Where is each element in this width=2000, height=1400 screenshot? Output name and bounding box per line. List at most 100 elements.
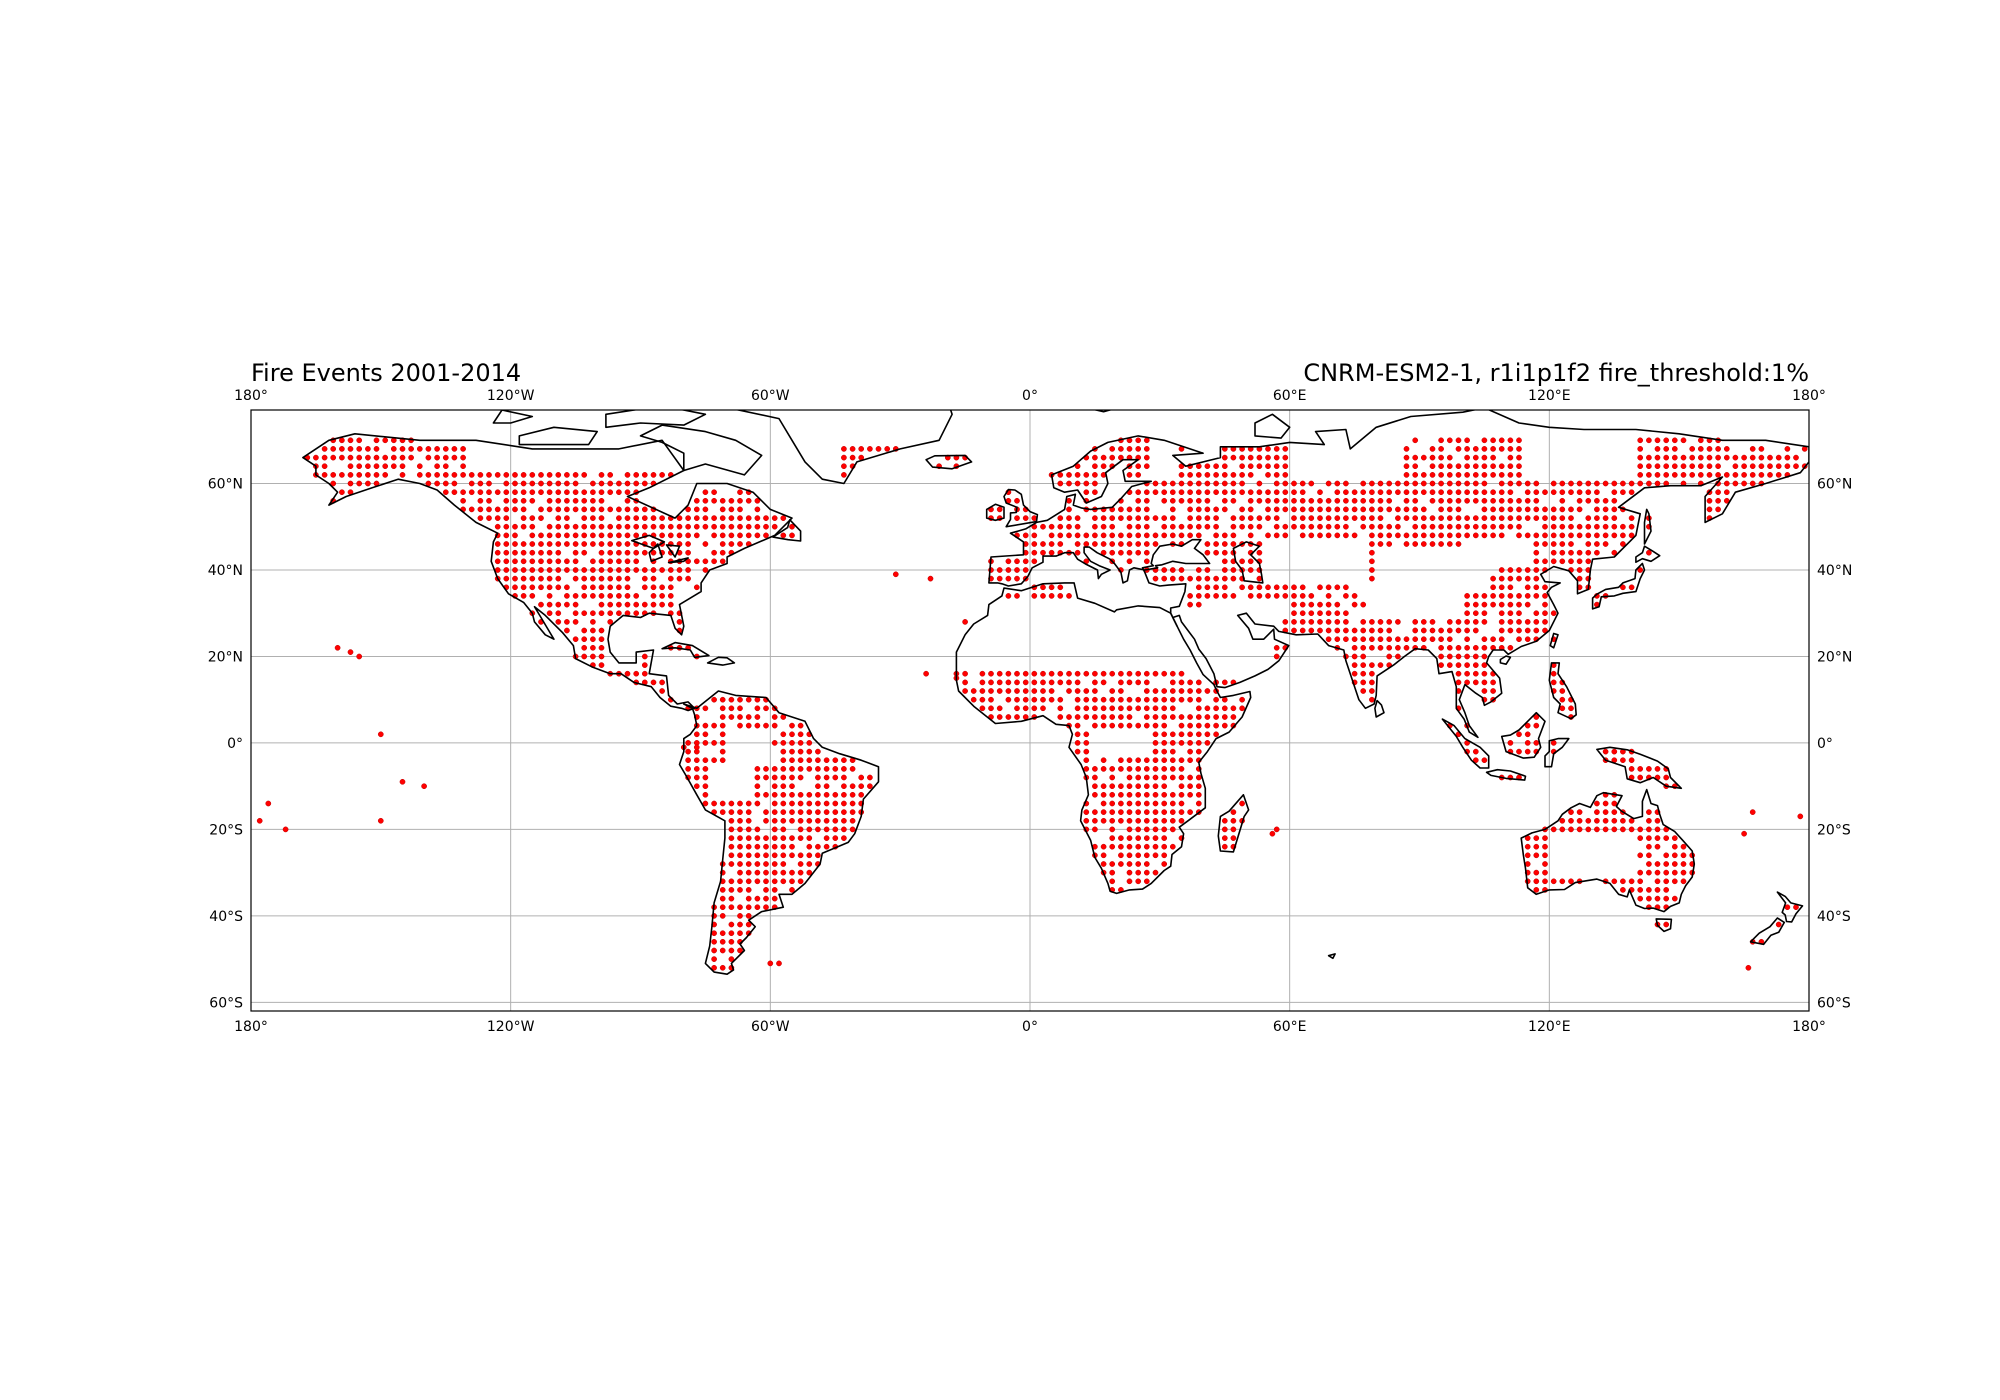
fire-event-marker [1031, 532, 1038, 539]
fire-event-marker [1446, 489, 1453, 496]
fire-event-marker [979, 688, 986, 694]
fire-event-marker [616, 515, 622, 521]
fire-event-marker [503, 532, 510, 539]
fire-event-marker [1308, 480, 1315, 487]
fire-event-marker [1334, 523, 1341, 530]
fire-event-marker [1143, 705, 1150, 712]
fire-event-marker [1533, 497, 1540, 504]
fire-event-marker [728, 497, 735, 504]
fire-event-marker [1620, 757, 1626, 764]
fire-event-marker [1646, 869, 1652, 876]
fire-event-marker [460, 497, 466, 504]
fire-event-marker [347, 446, 354, 452]
fire-event-marker [979, 670, 986, 677]
fire-event-marker [503, 515, 510, 521]
fire-event-marker [1697, 446, 1704, 452]
fire-event-marker [1282, 619, 1289, 625]
fire-event-marker [1057, 515, 1064, 521]
fire-event-marker [702, 506, 709, 513]
fire-event-marker [1247, 567, 1254, 573]
fire-event-marker [1152, 852, 1159, 859]
fire-event-marker [797, 731, 804, 738]
fire-event-marker [529, 480, 536, 487]
fire-event-marker [1178, 766, 1185, 772]
fire-event-marker [1464, 480, 1470, 487]
fire-event-marker [745, 800, 752, 807]
fire-event-marker [321, 446, 328, 452]
fire-event-marker [1169, 679, 1176, 686]
fire-event-marker [1169, 575, 1176, 582]
fire-event-marker [1109, 774, 1116, 781]
coastline [639, 424, 763, 476]
fire-event-marker [1204, 489, 1211, 496]
fire-event-marker [460, 463, 466, 470]
fire-event-marker [1204, 497, 1211, 504]
fire-event-marker [1507, 584, 1514, 591]
fire-event-marker [1169, 766, 1176, 772]
fire-event-marker [1533, 887, 1540, 893]
fire-event-marker [1221, 705, 1228, 712]
fire-event-marker [365, 454, 371, 461]
fire-event-marker [1014, 714, 1020, 720]
fire-event-marker [421, 783, 427, 790]
fire-event-marker [1273, 497, 1280, 504]
fire-event-marker [564, 480, 570, 487]
fire-event-marker [1308, 601, 1315, 608]
fire-event-marker [1031, 593, 1038, 599]
fire-event-marker [1152, 748, 1159, 755]
fire-event-marker [988, 679, 994, 686]
fire-event-marker [1516, 472, 1522, 478]
fire-event-marker [1377, 506, 1384, 513]
fire-event-marker [1343, 619, 1349, 625]
fire-event-marker [451, 454, 458, 461]
fire-event-marker [1143, 549, 1150, 556]
fire-event-marker [1524, 852, 1531, 859]
fire-event-marker [1594, 826, 1600, 833]
fire-event-marker [1005, 575, 1012, 582]
fire-event-marker [1369, 532, 1375, 539]
fire-event-marker [1256, 593, 1263, 599]
fire-event-marker [797, 826, 804, 833]
fire-event-marker [1169, 817, 1176, 824]
fire-event-marker [1472, 532, 1479, 539]
fire-event-marker [1637, 826, 1644, 833]
fire-event-marker [477, 506, 484, 513]
fire-event-marker [546, 610, 553, 617]
fire-event-marker [1360, 619, 1367, 625]
fire-event-marker [806, 861, 813, 867]
fire-event-marker [555, 549, 562, 556]
fire-event-marker [1741, 463, 1747, 470]
fire-event-marker [771, 809, 778, 815]
fire-event-marker [763, 766, 769, 772]
fire-event-marker [1005, 567, 1012, 573]
fire-event-marker [1299, 619, 1306, 625]
fire-event-marker [754, 705, 761, 712]
fire-event-marker [1213, 532, 1219, 539]
fire-event-marker [1446, 437, 1453, 444]
fire-event-marker [1074, 696, 1081, 703]
fire-event-marker [538, 549, 544, 556]
fire-event-marker [1377, 644, 1384, 651]
fire-event-marker [1395, 653, 1401, 660]
fire-event-marker [1204, 688, 1211, 694]
fire-event-marker [1498, 567, 1505, 573]
fire-event-marker [1533, 593, 1540, 599]
fire-event-marker [1611, 506, 1618, 513]
fire-event-marker [1369, 506, 1375, 513]
fire-event-marker [1213, 480, 1219, 487]
fire-event-marker [1282, 463, 1289, 470]
fire-event-marker [1620, 532, 1626, 539]
fire-event-marker [823, 757, 830, 764]
fire-event-marker [1481, 532, 1488, 539]
fire-event-marker [1481, 644, 1488, 651]
fire-event-marker [1230, 454, 1237, 461]
fire-event-marker [1377, 489, 1384, 496]
fire-event-marker [832, 757, 839, 764]
fire-event-marker [815, 817, 821, 824]
fire-event-marker [789, 852, 795, 859]
fire-event-marker [1213, 489, 1219, 496]
fire-event-marker [1169, 515, 1176, 521]
fire-event-marker [581, 497, 588, 504]
fire-event-marker [1377, 541, 1384, 547]
fire-event-marker [1611, 489, 1618, 496]
